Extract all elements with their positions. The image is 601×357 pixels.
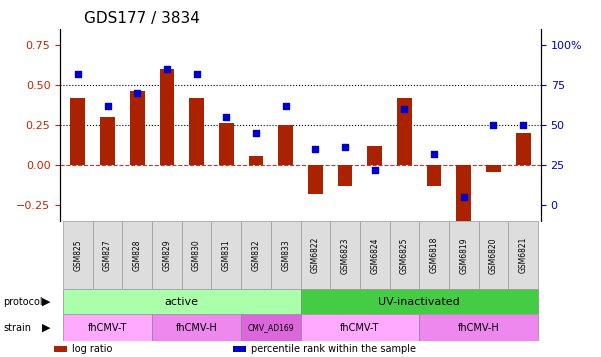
Text: ▶: ▶ [42, 323, 50, 333]
Point [429, 151, 439, 157]
Bar [249, 156, 263, 165]
FancyBboxPatch shape [508, 221, 538, 289]
Text: fhCMV-H: fhCMV-H [458, 322, 499, 333]
Point [459, 194, 469, 200]
Text: GSM829: GSM829 [162, 240, 171, 271]
Point [132, 90, 142, 96]
Bar [189, 97, 204, 165]
FancyBboxPatch shape [63, 314, 152, 341]
Bar [70, 97, 85, 165]
FancyBboxPatch shape [63, 221, 93, 289]
FancyBboxPatch shape [360, 221, 389, 289]
Bar [54, 346, 67, 352]
Text: GSM6825: GSM6825 [400, 237, 409, 273]
Point [400, 106, 409, 112]
Bar [278, 125, 293, 165]
Text: ▶: ▶ [42, 297, 50, 307]
Bar [159, 69, 174, 165]
FancyBboxPatch shape [330, 221, 360, 289]
Text: GSM6823: GSM6823 [341, 237, 350, 273]
Text: GSM832: GSM832 [251, 240, 260, 271]
FancyBboxPatch shape [300, 289, 538, 314]
Point [370, 167, 379, 173]
Text: fhCMV-T: fhCMV-T [340, 322, 380, 333]
Text: GSM830: GSM830 [192, 240, 201, 271]
Point [103, 103, 112, 109]
FancyBboxPatch shape [212, 221, 241, 289]
Text: fhCMV-T: fhCMV-T [88, 322, 127, 333]
Text: fhCMV-H: fhCMV-H [175, 322, 218, 333]
Text: GSM6818: GSM6818 [430, 237, 439, 273]
Text: protocol: protocol [3, 297, 43, 307]
Point [251, 130, 261, 136]
Text: strain: strain [3, 323, 31, 333]
Text: GDS177 / 3834: GDS177 / 3834 [84, 11, 200, 26]
FancyBboxPatch shape [300, 221, 330, 289]
Bar [308, 165, 323, 194]
Text: GSM831: GSM831 [222, 240, 231, 271]
Point [518, 122, 528, 128]
Point [489, 122, 498, 128]
Text: UV-inactivated: UV-inactivated [379, 297, 460, 307]
FancyBboxPatch shape [478, 221, 508, 289]
Text: GSM6821: GSM6821 [519, 237, 528, 273]
FancyBboxPatch shape [152, 221, 182, 289]
FancyBboxPatch shape [449, 221, 478, 289]
FancyBboxPatch shape [389, 221, 419, 289]
FancyBboxPatch shape [241, 314, 300, 341]
Point [73, 71, 83, 76]
Point [162, 66, 172, 72]
Bar [397, 97, 412, 165]
FancyBboxPatch shape [93, 221, 123, 289]
Bar [100, 117, 115, 165]
Text: CMV_AD169: CMV_AD169 [248, 323, 294, 332]
FancyBboxPatch shape [152, 314, 241, 341]
Bar [427, 165, 442, 186]
Text: active: active [165, 297, 199, 307]
Bar [516, 133, 531, 165]
Bar [486, 165, 501, 172]
Bar [456, 165, 471, 226]
FancyBboxPatch shape [123, 221, 152, 289]
Bar [233, 346, 246, 352]
Bar [338, 165, 352, 186]
Point [340, 145, 350, 150]
FancyBboxPatch shape [419, 221, 449, 289]
Text: GSM825: GSM825 [73, 240, 82, 271]
FancyBboxPatch shape [182, 221, 212, 289]
FancyBboxPatch shape [300, 314, 419, 341]
Point [222, 114, 231, 120]
Bar [367, 146, 382, 165]
Text: percentile rank within the sample: percentile rank within the sample [251, 344, 416, 354]
FancyBboxPatch shape [271, 221, 300, 289]
Point [192, 71, 201, 76]
Point [281, 103, 290, 109]
Bar [219, 124, 234, 165]
FancyBboxPatch shape [63, 289, 300, 314]
Text: GSM6824: GSM6824 [370, 237, 379, 273]
Text: GSM6820: GSM6820 [489, 237, 498, 273]
Point [311, 146, 320, 152]
Bar [130, 91, 145, 165]
Text: GSM827: GSM827 [103, 240, 112, 271]
Text: GSM828: GSM828 [133, 240, 142, 271]
Text: GSM833: GSM833 [281, 240, 290, 271]
FancyBboxPatch shape [241, 221, 271, 289]
Text: GSM6819: GSM6819 [459, 237, 468, 273]
Text: GSM6822: GSM6822 [311, 237, 320, 273]
FancyBboxPatch shape [419, 314, 538, 341]
Text: log ratio: log ratio [72, 344, 112, 354]
